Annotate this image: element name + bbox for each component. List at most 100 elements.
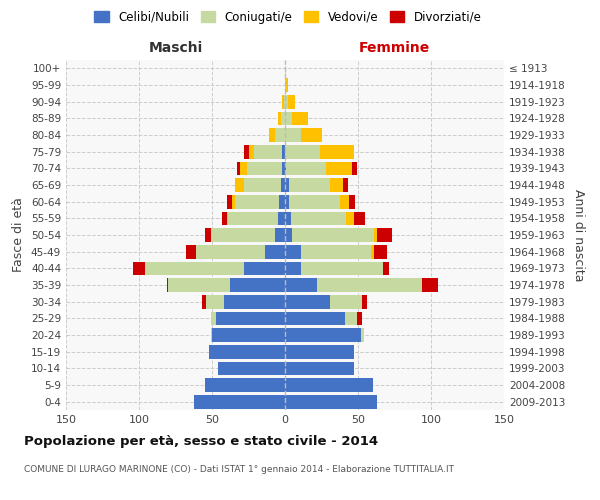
Legend: Celibi/Nubili, Coniugati/e, Vedovi/e, Divorziati/e: Celibi/Nubili, Coniugati/e, Vedovi/e, Di… [89,6,487,28]
Bar [145,262,244,275]
Bar [361,328,364,342]
Bar [133,262,145,275]
Bar [377,228,392,242]
Bar [227,212,228,225]
Bar [285,212,291,225]
Bar [285,228,292,242]
Bar [282,145,285,158]
Bar [285,128,301,142]
Bar [247,162,282,175]
Bar [278,212,285,225]
Bar [218,362,285,375]
Bar [285,145,320,158]
Bar [285,195,289,208]
Bar [279,195,285,208]
Bar [211,312,217,325]
Bar [285,312,345,325]
Y-axis label: Fasce di età: Fasce di età [13,198,25,272]
Bar [346,212,353,225]
Bar [285,78,286,92]
Bar [244,178,281,192]
Bar [285,278,317,292]
Bar [281,178,285,192]
Bar [349,195,355,208]
Bar [285,245,301,258]
Bar [343,178,348,192]
Bar [301,262,383,275]
Text: Maschi: Maschi [148,41,203,55]
Bar [211,328,212,342]
Bar [291,212,346,225]
Bar [289,195,340,208]
Bar [205,378,285,392]
Bar [340,195,349,208]
Bar [217,312,285,325]
Bar [205,228,211,242]
Bar [292,112,308,125]
Bar [371,245,374,258]
Bar [278,112,281,125]
Bar [292,228,374,242]
Bar [374,245,387,258]
Bar [317,278,422,292]
Bar [244,145,248,158]
Bar [232,195,235,208]
Bar [330,178,343,192]
Bar [286,78,288,92]
Bar [352,162,356,175]
Bar [285,178,289,192]
Bar [269,128,275,142]
Bar [320,145,353,158]
Bar [285,112,292,125]
Text: COMUNE DI LURAGO MARINONE (CO) - Dati ISTAT 1° gennaio 2014 - Elaborazione TUTTI: COMUNE DI LURAGO MARINONE (CO) - Dati IS… [24,466,454,474]
Bar [285,395,377,408]
Text: Popolazione per età, sesso e stato civile - 2014: Popolazione per età, sesso e stato civil… [24,435,378,448]
Bar [356,312,362,325]
Bar [281,112,285,125]
Bar [282,95,284,108]
Bar [345,312,356,325]
Bar [227,195,232,208]
Bar [228,212,278,225]
Bar [224,295,285,308]
Bar [194,395,285,408]
Bar [275,228,285,242]
Bar [230,278,285,292]
Bar [196,245,265,258]
Bar [235,178,244,192]
Bar [282,162,285,175]
Bar [209,345,285,358]
Bar [222,212,227,225]
Bar [301,245,371,258]
Bar [167,278,168,292]
Bar [248,145,254,158]
Bar [383,262,389,275]
Bar [362,295,367,308]
Y-axis label: Anni di nascita: Anni di nascita [572,188,585,281]
Bar [206,295,224,308]
Bar [288,95,295,108]
Bar [275,128,285,142]
Bar [265,245,285,258]
Bar [168,278,230,292]
Bar [289,178,330,192]
Bar [374,228,377,242]
Bar [422,278,438,292]
Bar [284,95,285,108]
Bar [285,295,330,308]
Bar [285,328,361,342]
Bar [353,212,365,225]
Bar [285,378,373,392]
Bar [330,295,362,308]
Bar [212,328,285,342]
Bar [286,162,326,175]
Bar [202,295,206,308]
Bar [301,128,322,142]
Bar [326,162,352,175]
Bar [186,245,196,258]
Bar [211,228,275,242]
Bar [237,162,240,175]
Bar [285,262,301,275]
Bar [240,162,247,175]
Bar [285,95,288,108]
